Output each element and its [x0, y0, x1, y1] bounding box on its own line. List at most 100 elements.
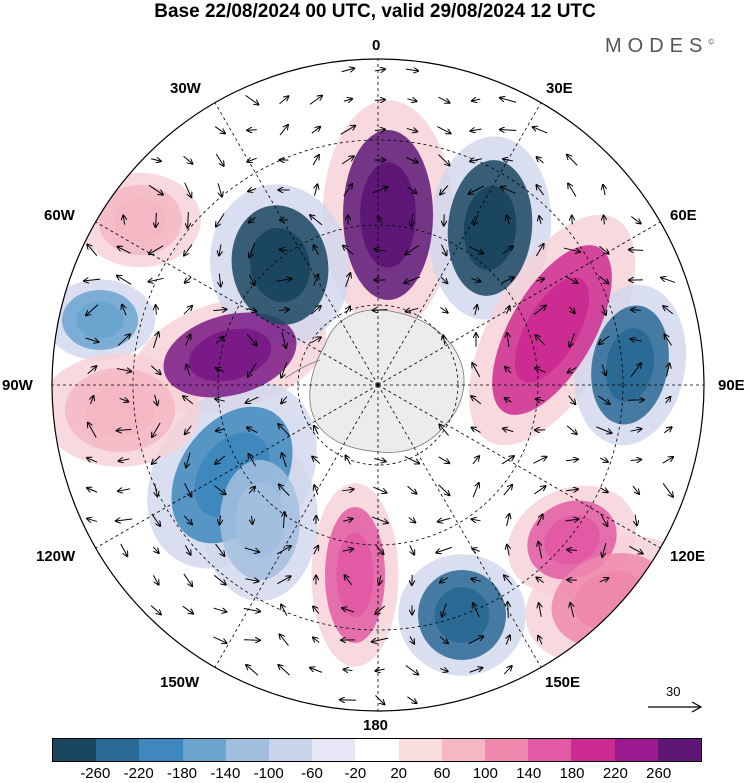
colorbar-tick-label: 220 — [602, 765, 628, 782]
wind-arrow — [153, 332, 158, 349]
wind-arrow — [599, 488, 608, 492]
wind-arrow — [183, 573, 192, 586]
wind-arrow — [183, 515, 192, 524]
wind-arrow — [507, 545, 509, 556]
wind-arrow — [506, 306, 509, 315]
wind-arrow — [375, 605, 386, 614]
wind-arrow — [603, 185, 605, 196]
wind-arrow — [152, 422, 161, 437]
wind-arrow — [245, 94, 259, 104]
wind-arrow — [87, 458, 98, 463]
colorbar-swatch — [182, 739, 226, 761]
wind-arrow — [438, 154, 449, 166]
wind-arrow — [506, 216, 509, 225]
wind-arrow — [373, 310, 388, 311]
wind-arrow — [666, 363, 669, 377]
meridians — [52, 59, 704, 711]
anomaly-core — [463, 185, 517, 271]
wind-arrow — [407, 696, 416, 703]
wind-arrow — [215, 543, 225, 556]
wind-arrow — [604, 216, 605, 225]
colorbar-swatch — [485, 739, 529, 761]
wind-arrow — [276, 279, 292, 282]
colorbar-swatch — [96, 739, 140, 761]
wind-arrow — [248, 487, 255, 494]
anomaly-core — [514, 277, 590, 383]
wind-arrow — [279, 484, 290, 496]
wind-arrow — [629, 250, 644, 251]
wind-arrow — [150, 365, 160, 375]
colorbar-swatch — [355, 739, 399, 761]
wind-arrow — [507, 514, 510, 527]
wind-arrow — [117, 334, 130, 347]
wind-arrow — [501, 187, 516, 194]
wind-arrow — [117, 429, 132, 430]
wind-arrow — [247, 130, 257, 131]
wind-arrow — [440, 185, 449, 194]
wind-arrow — [311, 127, 320, 134]
wind-arrow — [213, 574, 225, 584]
reference-vector-arrow — [648, 701, 703, 713]
wind-arrow — [535, 279, 544, 281]
wind-arrow — [342, 549, 353, 551]
wind-arrow — [216, 429, 225, 431]
wind-arrow — [569, 306, 574, 313]
wind-arrow — [508, 602, 509, 618]
wind-arrow — [565, 489, 578, 490]
wind-arrow — [600, 513, 608, 527]
wind-arrow — [436, 546, 452, 552]
wind-arrow — [602, 364, 606, 376]
wind-arrow — [599, 458, 608, 462]
wind-arrow — [342, 608, 355, 613]
wind-arrow — [539, 603, 542, 617]
wind-arrow — [247, 427, 258, 433]
wind-arrow — [87, 488, 98, 493]
wind-arrow — [217, 183, 222, 196]
wind-arrow — [439, 636, 448, 644]
wind-arrow — [280, 249, 289, 250]
wind-arrow — [536, 514, 542, 526]
wind-arrow — [468, 246, 483, 253]
wind-arrow — [249, 274, 255, 285]
lon-label-150e: 150E — [545, 674, 581, 691]
wind-arrow — [404, 456, 419, 464]
wind-arrow — [632, 485, 639, 494]
wind-arrow — [404, 276, 421, 283]
wind-arrow — [314, 546, 318, 555]
wind-arrow — [277, 576, 290, 585]
wind-arrow — [340, 700, 357, 701]
wind-arrow — [116, 519, 133, 521]
wind-arrow — [281, 331, 286, 348]
wind-arrow — [503, 159, 514, 161]
wind-arrow — [117, 276, 132, 285]
wind-arrow — [186, 365, 189, 376]
wind-arrow — [343, 99, 352, 101]
wind-arrow — [438, 518, 451, 521]
wind-arrow — [437, 126, 450, 134]
wind-arrow — [152, 455, 161, 464]
wind-arrow — [472, 549, 480, 552]
wind-arrow — [86, 304, 99, 316]
wind-arrow — [500, 130, 517, 131]
wind-arrow — [537, 157, 544, 164]
wind-arrow — [379, 575, 380, 584]
wind-arrow — [410, 636, 414, 643]
wind-arrow — [506, 635, 510, 645]
wind-arrow — [345, 273, 351, 288]
anomaly-core — [113, 198, 167, 242]
wind-arrow — [375, 669, 385, 671]
wind-arrow — [117, 247, 131, 254]
wind-arrow — [406, 128, 418, 131]
wind-arrow — [280, 634, 289, 646]
wind-arrow — [343, 246, 354, 255]
wind-arrow — [472, 483, 479, 498]
anomaly-core — [360, 162, 416, 268]
wind-arrow — [378, 216, 383, 224]
wind-arrow — [440, 306, 447, 312]
wind-arrow — [148, 184, 163, 194]
wind-arrow — [567, 155, 578, 166]
wind-arrow — [472, 428, 481, 433]
wind-arrow — [503, 666, 511, 675]
wind-arrow — [341, 68, 355, 72]
meridian-line — [212, 99, 379, 386]
